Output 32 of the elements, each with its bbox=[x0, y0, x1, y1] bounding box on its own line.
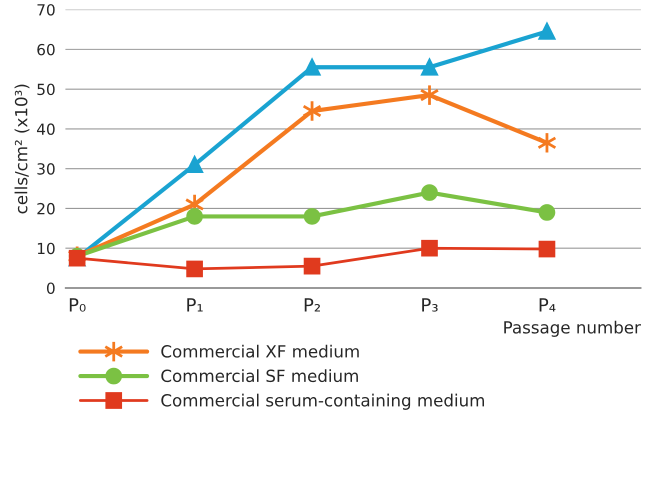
y-tick-label: 20 bbox=[37, 202, 55, 214]
point bbox=[537, 132, 557, 154]
x-tick-label: P₀ bbox=[70, 298, 86, 312]
legend-label: Commercial SF medium bbox=[161, 369, 358, 382]
x-tick-label: P₄ bbox=[540, 298, 556, 312]
point bbox=[538, 23, 556, 40]
y-tick-label: 70 bbox=[37, 4, 55, 16]
x-tick-label: P₂ bbox=[304, 298, 320, 312]
x-tick-label: P₁ bbox=[187, 298, 203, 312]
point bbox=[186, 260, 203, 278]
y-tick-label: 10 bbox=[38, 242, 55, 254]
point bbox=[421, 58, 438, 76]
point bbox=[538, 204, 556, 221]
y-tick-label: 30 bbox=[37, 163, 55, 175]
y-tick-label: 60 bbox=[37, 44, 55, 56]
point bbox=[421, 184, 438, 201]
point bbox=[304, 258, 320, 274]
point bbox=[538, 240, 556, 258]
point bbox=[421, 240, 438, 257]
point bbox=[186, 156, 203, 174]
legend-label: Commercial XF medium bbox=[161, 344, 359, 358]
x-tick-label: P₃ bbox=[422, 298, 438, 312]
point bbox=[186, 208, 203, 225]
legend-label: Commercial serum-containing medium bbox=[161, 394, 484, 410]
y-tick-label: 40 bbox=[36, 123, 55, 135]
y-axis-title: cells/cm² (x10³) bbox=[14, 84, 30, 214]
x-axis-title: Passage number bbox=[504, 320, 641, 337]
point bbox=[304, 208, 320, 225]
y-tick-label: 0 bbox=[46, 282, 55, 294]
point bbox=[420, 84, 440, 106]
point bbox=[304, 58, 320, 76]
y-tick-label: 50 bbox=[37, 84, 55, 96]
